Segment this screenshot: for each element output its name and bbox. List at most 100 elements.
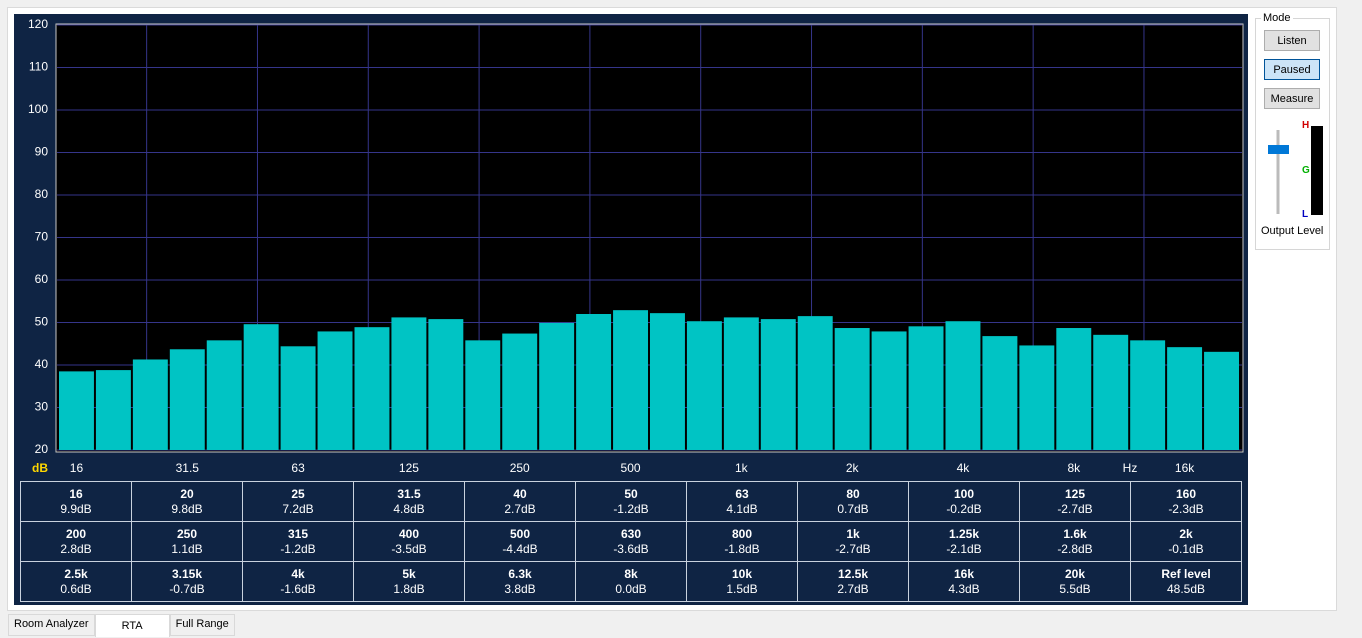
band-value: 4.8dB [393,501,425,516]
bar [280,346,316,450]
band-label: 8k [624,566,638,581]
table-cell: 3.15k -0.7dB [132,562,243,602]
bar [539,322,575,450]
band-label: 2k [1179,526,1193,541]
band-value: 4.1dB [726,501,758,516]
band-value: 9.9dB [60,501,92,516]
band-value: 9.8dB [171,501,203,516]
y-tick-label: 60 [35,272,49,286]
table-cell: 25 7.2dB [243,482,354,522]
y-axis-label: dB [32,461,48,475]
bar [391,317,427,450]
x-tick-label: 125 [399,461,419,475]
meter-label: H [1302,120,1310,131]
tab[interactable]: Full Range [169,614,235,636]
band-label: 25 [291,486,305,501]
band-label: 3.15k [171,566,203,581]
bar [871,331,907,450]
table-cell: 500 -4.4dB [465,522,576,562]
meter-label: G [1302,165,1310,176]
bar [945,321,981,450]
table-cell: 80 0.7dB [798,482,909,522]
band-label: 125 [1064,486,1086,501]
mode-button[interactable]: Listen [1264,30,1320,51]
band-value: 0.6dB [60,581,92,596]
tab-bar: Room Analyzer RTA Full Range [8,614,235,637]
band-label: 40 [513,486,527,501]
band-label: 160 [1175,486,1197,501]
tab[interactable]: RTA [94,614,170,637]
band-label: 1.25k [948,526,980,541]
table-cell: 2.5k 0.6dB [21,562,132,602]
band-label: 12.5k [837,566,869,581]
y-tick-label: 20 [35,442,49,456]
band-value: 1.1dB [171,541,203,556]
bar [206,340,242,450]
bar [650,313,685,450]
table-cell: 6.3k 3.8dB [465,562,576,602]
band-value: 2.7dB [837,581,869,596]
band-value: -4.4dB [502,541,538,556]
bar [59,371,94,450]
band-value: 4.3dB [948,581,980,596]
band-label: 630 [620,526,642,541]
band-label: 1k [846,526,860,541]
mode-button[interactable]: Paused [1264,59,1320,80]
band-value: -3.6dB [613,541,649,556]
bar [834,328,870,450]
band-label: 315 [287,526,309,541]
table-cell: 2k -0.1dB [1131,522,1242,562]
table-cell: 10k 1.5dB [687,562,798,602]
band-label: 16k [953,566,975,581]
mode-button[interactable]: Measure [1264,88,1320,109]
bar [982,336,1018,450]
y-tick-label: 30 [35,400,49,414]
mode-group [1255,18,1330,250]
table-cell: 16 9.9dB [21,482,132,522]
band-table: 16 9.9dB 20 9.8dB 25 7.2dB 31.5 4.8dB 40 2.7dB 50-… [20,481,1242,602]
table-cell: 1.6k -2.8dB [1020,522,1131,562]
band-value: -0.1dB [1168,541,1204,556]
band-label: 800 [731,526,753,541]
band-value: 5.5dB [1059,581,1091,596]
bar [797,316,833,450]
y-tick-label: 50 [35,315,49,329]
band-value: 1.8dB [393,581,425,596]
bar [908,326,944,450]
band-value: -2.3dB [1168,501,1204,516]
bar [1093,334,1129,450]
band-value: -0.7dB [169,581,205,596]
band-value: -2.7dB [1057,501,1093,516]
x-tick-label: 4k [957,461,971,475]
y-tick-label: 70 [35,230,49,244]
table-cell: 1k -2.7dB [798,522,909,562]
band-label: 200 [65,526,87,541]
band-label: 63 [735,486,749,501]
band-label: Ref level [1161,566,1211,581]
table-cell: 12.5k 2.7dB [798,562,909,602]
bar [132,359,168,450]
band-value: 2.7dB [504,501,536,516]
bar [465,340,501,450]
table-cell: 63 4.1dB [687,482,798,522]
band-value: 0.7dB [837,501,869,516]
tab[interactable]: Room Analyzer [8,614,95,636]
bar [95,370,131,450]
table-cell: 16k 4.3dB [909,562,1020,602]
table-cell: 160 -2.3dB [1131,482,1242,522]
bar [723,317,759,450]
bar [243,324,279,450]
bar [760,319,796,450]
bar [613,310,648,450]
output-level-label: Output Level [1261,225,1324,237]
band-label: 5k [402,566,416,581]
y-tick-label: 100 [28,102,48,116]
band-value: 3.8dB [504,581,536,596]
band-label: 2.5k [64,566,88,581]
y-tick-label: 120 [28,17,48,31]
bar [686,321,722,450]
x-tick-label: 63 [291,461,305,475]
bar [1056,328,1092,450]
bar [1167,347,1203,450]
band-value: -2.7dB [835,541,871,556]
